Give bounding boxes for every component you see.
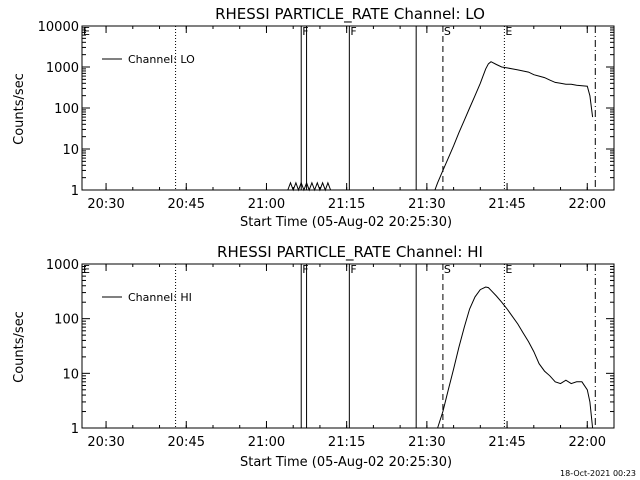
y-tick-label: 1000 bbox=[46, 258, 79, 273]
plot-frame bbox=[81, 25, 615, 191]
x-tick-label: 21:30 bbox=[408, 435, 445, 450]
plot-frame bbox=[81, 263, 615, 429]
y-tick-label: 10 bbox=[62, 143, 79, 158]
x-tick-label: 20:45 bbox=[168, 435, 205, 450]
x-tick-label: 20:30 bbox=[87, 435, 124, 450]
data-series-line bbox=[437, 286, 594, 429]
x-tick-label: 22:00 bbox=[569, 435, 606, 450]
x-tick-label: 21:00 bbox=[248, 197, 285, 212]
x-tick-label: 22:00 bbox=[569, 197, 606, 212]
event-marker-label: E bbox=[505, 263, 512, 276]
data-series-line bbox=[287, 61, 594, 192]
event-marker-label: F bbox=[350, 25, 356, 38]
timestamp-label: 18-Oct-2021 00:23 bbox=[560, 469, 636, 478]
legend-label: Channel: HI bbox=[128, 291, 192, 304]
x-tick-label: 21:00 bbox=[248, 435, 285, 450]
y-axis-label: Counts/sec bbox=[12, 311, 27, 383]
y-tick-label: 10000 bbox=[38, 20, 79, 35]
panel-lo-channel: RHESSI PARTICLE_RATE Channel: LO Counts/… bbox=[12, 5, 615, 230]
y-tick-label: 1 bbox=[71, 184, 79, 199]
chart-title: RHESSI PARTICLE_RATE Channel: LO bbox=[215, 5, 485, 24]
x-tick-label: 21:15 bbox=[328, 435, 365, 450]
panel-hi-channel: RHESSI PARTICLE_RATE Channel: HI Counts/… bbox=[12, 243, 615, 470]
x-tick-label: 20:45 bbox=[168, 197, 205, 212]
x-tick-label: 21:45 bbox=[488, 197, 525, 212]
y-tick-label: 1000 bbox=[46, 61, 79, 76]
x-tick-label: 21:15 bbox=[328, 197, 365, 212]
y-tick-label: 1 bbox=[71, 422, 79, 437]
x-tick-label: 21:45 bbox=[488, 435, 525, 450]
y-axis-label: Counts/sec bbox=[12, 73, 27, 145]
y-tick-label: 10 bbox=[62, 367, 79, 382]
x-tick-label: 20:30 bbox=[87, 197, 124, 212]
x-axis-label: Start Time (05-Aug-02 20:25:30) bbox=[240, 215, 452, 230]
event-marker-label: E bbox=[83, 263, 90, 276]
event-marker-label: F bbox=[350, 263, 356, 276]
event-marker-label: F bbox=[302, 25, 308, 38]
event-marker-label: S bbox=[444, 263, 451, 276]
event-marker-label: E bbox=[83, 25, 90, 38]
x-axis-label: Start Time (05-Aug-02 20:25:30) bbox=[240, 455, 452, 470]
y-tick-label: 100 bbox=[54, 313, 79, 328]
event-marker-label: S bbox=[444, 25, 451, 38]
y-tick-label: 100 bbox=[54, 102, 79, 117]
event-marker-label: E bbox=[505, 25, 512, 38]
chart-title: RHESSI PARTICLE_RATE Channel: HI bbox=[217, 243, 483, 262]
x-tick-label: 21:30 bbox=[408, 197, 445, 212]
event-marker-label: F bbox=[302, 263, 308, 276]
legend-label: Channel: LO bbox=[128, 53, 195, 66]
